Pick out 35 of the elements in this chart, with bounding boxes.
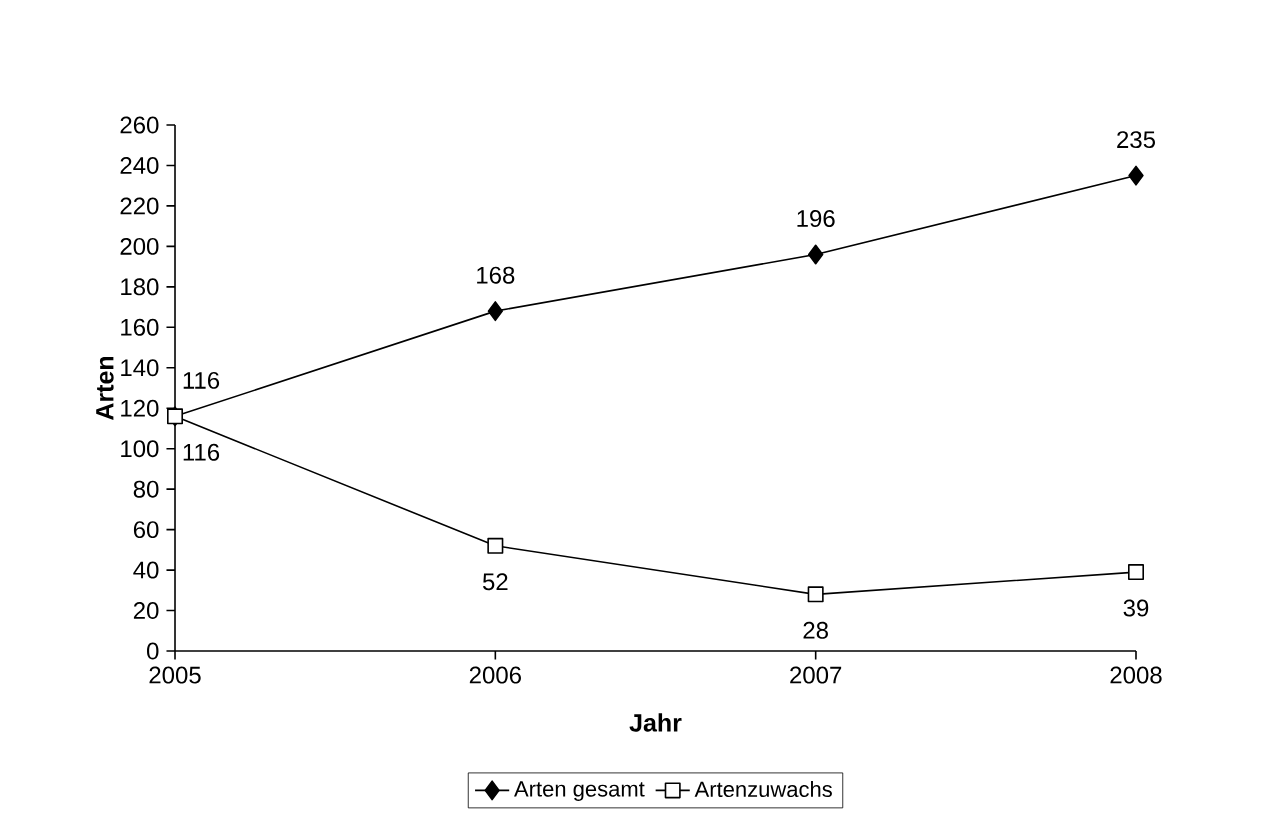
point <box>487 301 504 322</box>
y-tick-label: 260 <box>120 116 159 134</box>
x-tick-label: 2007 <box>790 666 842 684</box>
y-tick-label: 140 <box>121 359 159 377</box>
x-axis-title: Jahr <box>629 713 682 732</box>
y-axis-title: Arten <box>96 356 114 421</box>
data-label: 28 <box>803 621 828 639</box>
point <box>1128 165 1144 186</box>
y-tick-label: 40 <box>133 561 159 579</box>
data-label: 235 <box>1117 131 1155 149</box>
y-tick-label: 220 <box>120 197 159 215</box>
point <box>807 586 824 603</box>
data-label: 52 <box>482 573 508 591</box>
y-tick-label: 160 <box>121 318 159 336</box>
y-tick-label: 0 <box>147 642 159 660</box>
y-tick-label: 120 <box>121 399 159 417</box>
x-tick-label: 2008 <box>1110 666 1162 684</box>
y-tick-label: 180 <box>121 278 159 296</box>
x-tick-label: 2006 <box>469 666 521 684</box>
y-tick-label: 80 <box>133 480 159 498</box>
y-tick-label: 240 <box>120 156 159 174</box>
data-label: 116 <box>183 371 220 389</box>
point <box>807 244 824 265</box>
y-tick-label: 100 <box>121 440 159 458</box>
x-tick-label: 2005 <box>149 666 201 684</box>
y-tick-label: 200 <box>120 237 159 255</box>
point <box>487 537 504 554</box>
data-label: 196 <box>797 210 835 227</box>
y-tick-label: 60 <box>133 521 159 539</box>
legend-label: Arten gesamt <box>514 781 645 802</box>
data-label: 39 <box>1123 599 1149 617</box>
y-tick-label: 20 <box>133 602 159 620</box>
data-label: 116 <box>183 443 220 461</box>
legend-label: Artenzuwachs <box>694 780 832 798</box>
data-label: 168 <box>477 266 515 284</box>
